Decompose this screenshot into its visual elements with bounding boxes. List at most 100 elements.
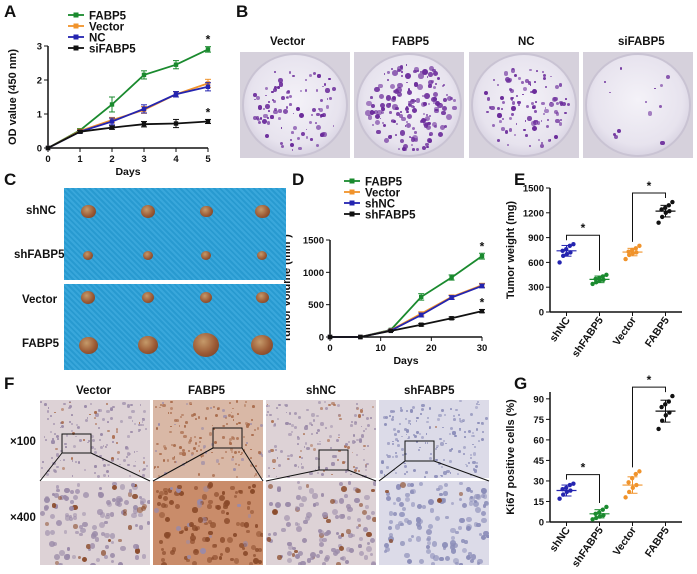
ihc-cell [352, 434, 356, 437]
ihc-cell [316, 553, 321, 558]
colony [414, 131, 417, 134]
chart-e-point-shNC-7 [571, 242, 576, 247]
ihc-cell [169, 487, 173, 491]
colony [395, 106, 399, 111]
ihc-cell [320, 472, 325, 477]
colony [442, 85, 445, 88]
ihc-cell [235, 522, 240, 527]
ihc-cell [197, 444, 200, 447]
colony [320, 113, 324, 117]
colony [371, 123, 374, 127]
ihc-cell [458, 450, 461, 453]
ihc-cell [273, 467, 275, 470]
ihc-cell [418, 482, 423, 487]
ihc-cell [107, 475, 110, 478]
ihc-cell [123, 458, 127, 462]
ihc-cell [212, 473, 216, 477]
ihc-cell [400, 540, 405, 546]
chart-a-legend-label-siFABP5: siFABP5 [89, 44, 136, 56]
ihc-cell [112, 485, 118, 491]
colony [278, 117, 282, 121]
ihc-cell [481, 494, 485, 499]
ihc-cell [357, 544, 362, 548]
ihc-cell [54, 411, 56, 414]
colony [319, 108, 324, 112]
colony [438, 132, 444, 138]
ihc-cell [169, 412, 172, 415]
ihc-cell [358, 439, 363, 443]
colony [300, 113, 303, 116]
colony [275, 88, 277, 91]
ihc-cell [284, 403, 288, 407]
ihc-cell [334, 499, 339, 504]
ihc-cell [381, 461, 384, 464]
ihc-cell [202, 494, 208, 500]
ihc-cell [276, 457, 279, 459]
ihc-cell [467, 461, 470, 464]
ihc-cell [429, 508, 434, 513]
colony [403, 147, 407, 152]
ihc-cell [293, 411, 297, 415]
ihc-cell [421, 403, 425, 407]
colony [392, 70, 398, 76]
colony [332, 125, 335, 128]
ihc-cell [437, 462, 442, 466]
ihc-cell [229, 402, 232, 405]
ihc-cell [169, 549, 175, 555]
ihc-cell [416, 441, 419, 444]
ihc-cell [324, 531, 330, 537]
ihc-cell [221, 491, 225, 495]
ihc-cell [250, 448, 253, 451]
chart-a-star-top: * [206, 33, 211, 47]
ihc-cell [104, 446, 107, 449]
chart-g-star-1: * [647, 373, 652, 387]
ihc-cell [215, 459, 219, 463]
ihc-image-x400-1 [153, 481, 263, 565]
ihc-cell [72, 504, 79, 511]
ihc-cell [358, 470, 360, 472]
colony [317, 107, 320, 110]
ihc-cell [414, 435, 418, 439]
ihc-cell [274, 448, 277, 451]
ihc-image-x100-2 [266, 400, 376, 478]
colony [328, 77, 331, 81]
ihc-cell [419, 446, 422, 449]
ihc-cell [427, 541, 432, 546]
chart-a-point-FABP5-3 [141, 72, 147, 78]
ihc-cell [308, 488, 315, 495]
colony [497, 107, 500, 110]
ihc-cell [246, 501, 251, 505]
ihc-cell [470, 559, 475, 564]
colony [295, 106, 301, 112]
ihc-cell [436, 446, 438, 449]
colony [389, 111, 392, 114]
colony [319, 116, 323, 119]
panel-f-col-fabp5: FABP5 [188, 385, 226, 397]
colony [616, 129, 621, 134]
chart-a-point-siFABP5-0 [45, 145, 51, 151]
ihc-cell [115, 501, 121, 507]
ihc-cell [354, 497, 360, 503]
ihc-cell [471, 432, 474, 435]
ihc-cell [159, 511, 165, 518]
ihc-cell [254, 547, 260, 553]
ihc-cell [475, 461, 479, 464]
ihc-cell [41, 460, 44, 463]
ihc-cell [101, 531, 106, 537]
ihc-cell [284, 404, 287, 407]
ihc-cell [72, 444, 76, 448]
ihc-cell [131, 512, 137, 519]
ihc-cell [317, 429, 321, 433]
ihc-cell [168, 488, 173, 493]
ihc-cell [410, 502, 416, 507]
ihc-cell [231, 450, 234, 453]
ihc-cell [49, 541, 55, 547]
colony [409, 99, 415, 105]
ihc-cell [412, 468, 416, 472]
ihc-cell [458, 428, 462, 431]
colony [517, 101, 521, 105]
colony [399, 130, 406, 136]
ihc-cell [335, 439, 339, 443]
colony [273, 86, 277, 90]
ihc-cell [155, 489, 160, 494]
